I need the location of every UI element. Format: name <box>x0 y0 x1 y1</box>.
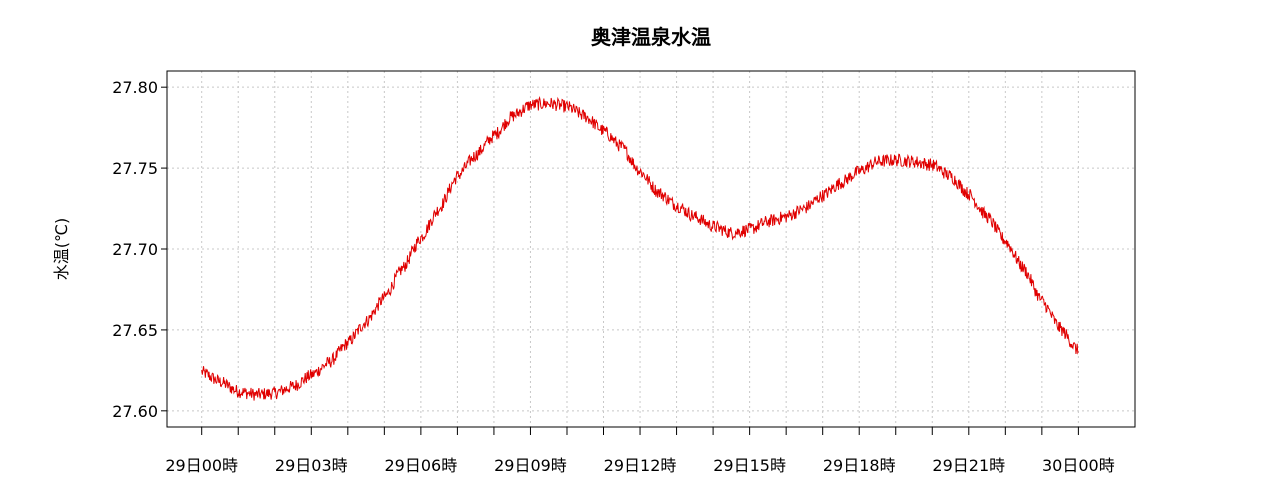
x-tick-label: 29日15時 <box>713 456 786 475</box>
y-tick-label: 27.75 <box>112 159 158 178</box>
x-axis: 29日00時 29日03時 29日06時 29日09時 29日12時 29日15時 29日1… <box>165 427 1115 475</box>
y-axis: 27.60 27.65 27.70 27.75 27.80 <box>112 78 167 421</box>
x-tick-label: 29日21時 <box>932 456 1005 475</box>
series-layer <box>201 96 1079 401</box>
y-axis-label: 水温(℃) <box>52 218 71 280</box>
x-tick-label: 30日00時 <box>1042 456 1115 475</box>
y-tick-label: 27.80 <box>112 78 158 97</box>
y-tick-label: 27.65 <box>112 321 158 340</box>
x-tick-label: 29日03時 <box>275 456 348 475</box>
x-tick-label: 29日12時 <box>604 456 677 475</box>
x-tick-label: 29日06時 <box>385 456 458 475</box>
grid-lines <box>167 71 1135 427</box>
chart-title: 奥津温泉水温 <box>591 25 711 49</box>
y-tick-label: 27.70 <box>112 240 158 259</box>
y-tick-label: 27.60 <box>112 402 158 421</box>
x-tick-label: 29日00時 <box>165 456 238 475</box>
x-tick-label: 29日09時 <box>494 456 567 475</box>
water-temperature-series-line <box>201 96 1079 401</box>
x-tick-label: 29日18時 <box>823 456 896 475</box>
